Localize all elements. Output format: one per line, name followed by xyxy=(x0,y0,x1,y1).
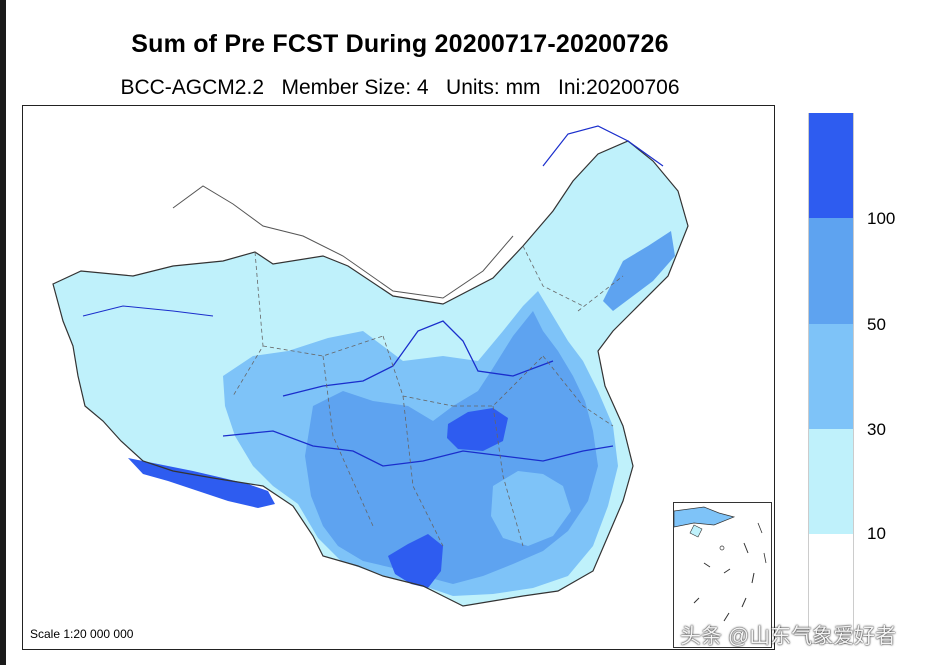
provincial-boundaries xyxy=(232,245,624,547)
legend-swatch-50-100 xyxy=(808,218,854,324)
south-china-sea-inset xyxy=(673,502,772,648)
inset-map xyxy=(674,506,767,622)
precip-core-northeast xyxy=(603,231,675,311)
color-legend xyxy=(808,113,854,644)
legend-swatch-100-plus xyxy=(808,113,854,218)
precip-core-yunnan xyxy=(388,534,443,588)
china-precip-map xyxy=(52,125,689,607)
national-border xyxy=(52,140,689,607)
legend-swatch-30-50 xyxy=(808,324,854,429)
legend-swatch-10-30 xyxy=(808,429,854,534)
precip-core-central xyxy=(447,408,508,451)
yellow-river xyxy=(282,320,554,397)
legend-label-30: 30 xyxy=(867,420,886,439)
precip-island-light xyxy=(491,471,571,546)
legend-swatch-0-10 xyxy=(808,534,854,644)
legend-label-50: 50 xyxy=(867,315,886,334)
map-scale-label: Scale 1:20 000 000 xyxy=(30,627,134,641)
map-title: Sum of Pre FCST During 20200717-20200726 xyxy=(131,30,669,58)
yangtze-river xyxy=(222,430,614,467)
mongolia-border xyxy=(172,185,514,299)
map-subtitle: BCC-AGCM2.2 Member Size: 4 Units: mm Ini… xyxy=(120,76,680,99)
watermark-text: 头条 @山东气象爱好者 xyxy=(680,625,897,648)
map-panel xyxy=(22,105,775,650)
amur-river xyxy=(542,125,664,167)
tarim-river xyxy=(82,305,214,317)
precip-core-himalaya xyxy=(128,458,275,508)
legend-label-100: 100 xyxy=(867,209,896,228)
left-edge-strip xyxy=(0,0,6,665)
legend-label-10: 10 xyxy=(867,524,886,543)
